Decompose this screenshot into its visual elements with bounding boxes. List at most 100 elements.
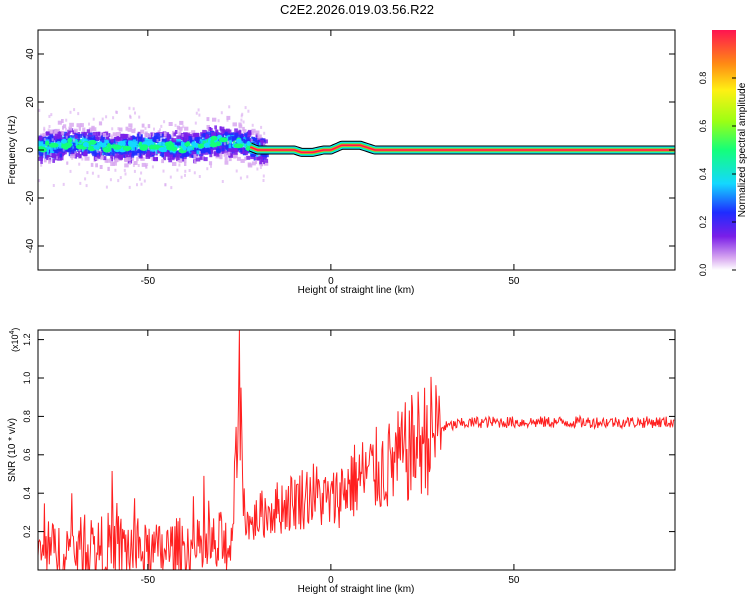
spectrogram-cell bbox=[224, 144, 230, 149]
snr-plot-area bbox=[38, 330, 675, 570]
spectrogram-cell bbox=[240, 114, 243, 118]
spectrogram-cell bbox=[96, 131, 101, 136]
spectrogram-x-tick-label: 0 bbox=[328, 276, 334, 287]
spectrogram-cell bbox=[225, 128, 230, 133]
spectrogram-cell bbox=[131, 156, 134, 161]
spectrogram-cell bbox=[136, 133, 140, 138]
spectrogram-cell bbox=[137, 140, 141, 144]
spectrogram-cell bbox=[74, 154, 78, 159]
spectrogram-cell bbox=[79, 181, 82, 185]
spectrogram-cell bbox=[49, 129, 54, 134]
spectrogram-cell bbox=[176, 139, 181, 143]
spectrogram-cell bbox=[173, 149, 177, 154]
spectrogram-cell bbox=[195, 137, 199, 142]
spectrogram-cell bbox=[63, 124, 67, 129]
spectrogram-cell bbox=[131, 146, 135, 151]
spectrogram-cell bbox=[250, 138, 253, 142]
spectrogram-cell bbox=[67, 129, 71, 134]
spectrogram-cell bbox=[174, 155, 178, 160]
spectrogram-cell bbox=[191, 130, 196, 135]
spectrogram-cell bbox=[159, 152, 163, 157]
spectrogram-cell bbox=[52, 184, 55, 187]
spectrogram-cell bbox=[40, 160, 43, 164]
spectrogram-cell bbox=[209, 145, 215, 150]
spectrogram-cell bbox=[71, 156, 74, 160]
spectrogram-cell bbox=[143, 149, 147, 154]
spectrogram-cell bbox=[208, 127, 211, 132]
spectrogram-cell bbox=[61, 141, 65, 146]
spectrogram-cell bbox=[128, 185, 131, 189]
spectrogram-cell bbox=[72, 138, 75, 142]
spectrogram-cell bbox=[236, 138, 242, 144]
spectrogram-cell bbox=[54, 133, 59, 138]
spectrogram-cell bbox=[123, 153, 128, 158]
spectrogram-cell bbox=[135, 141, 139, 146]
spectrogram-cell bbox=[154, 133, 159, 137]
spectrogram-cell bbox=[263, 161, 269, 166]
spectrogram-cell bbox=[162, 156, 167, 161]
spectrogram-cell bbox=[95, 163, 98, 168]
spectrogram-cell bbox=[153, 157, 158, 162]
spectrogram-cell bbox=[144, 148, 149, 153]
spectrogram-cell bbox=[91, 127, 97, 132]
spectrogram-cell bbox=[122, 145, 132, 151]
spectrogram-cell bbox=[212, 117, 217, 122]
spectrogram-cell bbox=[43, 137, 46, 141]
spectrogram-cell bbox=[206, 146, 209, 151]
spectrogram-cell bbox=[85, 135, 88, 139]
spectrogram-cell bbox=[128, 148, 132, 153]
spectrogram-cell bbox=[105, 115, 108, 119]
spectrogram-cell bbox=[139, 149, 144, 154]
spectrogram-cell bbox=[104, 139, 109, 144]
spectrogram-cell bbox=[40, 133, 45, 138]
spectrogram-cell bbox=[233, 150, 238, 155]
spectrogram-cell bbox=[112, 132, 117, 137]
spectrogram-cell bbox=[140, 156, 145, 161]
spectrogram-cell bbox=[58, 135, 63, 140]
snr-y-label: SNR (10 * v/v) bbox=[7, 418, 18, 482]
spectrogram-cell bbox=[82, 147, 86, 152]
spectrogram-cell bbox=[184, 126, 189, 131]
spectrogram-cell bbox=[136, 157, 139, 162]
spectrogram-cell bbox=[48, 142, 59, 148]
spectrogram-cell bbox=[116, 132, 121, 136]
spectrogram-cell bbox=[72, 138, 78, 143]
spectrogram-cell bbox=[233, 154, 237, 159]
spectrogram-cell bbox=[84, 177, 87, 181]
snr-x-tick-label: -50 bbox=[141, 575, 156, 586]
spectrogram-cell bbox=[53, 136, 57, 141]
spectrogram-cell bbox=[127, 159, 133, 164]
spectrogram-cell bbox=[176, 168, 179, 172]
spectrogram-cell bbox=[232, 148, 236, 152]
spectrogram-cell bbox=[244, 143, 247, 148]
spectrogram-cell bbox=[109, 149, 113, 154]
spectrogram-cell bbox=[78, 126, 81, 131]
spectrogram-cell bbox=[245, 151, 248, 156]
spectrogram-cell bbox=[163, 131, 166, 135]
spectrogram-cell bbox=[230, 132, 234, 137]
spectrogram-cell bbox=[195, 157, 201, 162]
spectrogram-cell bbox=[259, 166, 262, 169]
spectrogram-cell bbox=[74, 151, 77, 155]
spectrogram-cell bbox=[110, 155, 114, 160]
spectrogram-cell bbox=[146, 133, 151, 138]
spectrogram-cell bbox=[154, 137, 159, 142]
spectrogram-cell bbox=[172, 153, 176, 158]
spectrogram-cell bbox=[210, 164, 212, 168]
spectrogram-cell bbox=[255, 130, 260, 135]
spectrogram-cell bbox=[38, 151, 43, 156]
spectrogram-y-tick-label: 40 bbox=[25, 48, 36, 60]
spectrogram-x-tick-label: -50 bbox=[141, 276, 156, 287]
spectrogram-cell bbox=[147, 147, 150, 151]
spectrogram-cell bbox=[73, 154, 76, 158]
spectrogram-cell bbox=[232, 140, 236, 145]
spectrogram-cell bbox=[141, 123, 145, 128]
spectrogram-cell bbox=[124, 172, 127, 176]
spectrogram-cell bbox=[227, 148, 230, 153]
spectrogram-cell bbox=[46, 131, 51, 136]
snr-y-tick-label: 1.0 bbox=[22, 372, 32, 385]
snr-panel: -50 0 50 0.2 0.4 0.6 0.8 1.0 1.2 (x104) Height o… bbox=[7, 328, 676, 595]
spectrogram-cell bbox=[147, 124, 151, 129]
spectrogram-cell bbox=[110, 162, 115, 166]
spectrogram-cell bbox=[193, 171, 196, 175]
